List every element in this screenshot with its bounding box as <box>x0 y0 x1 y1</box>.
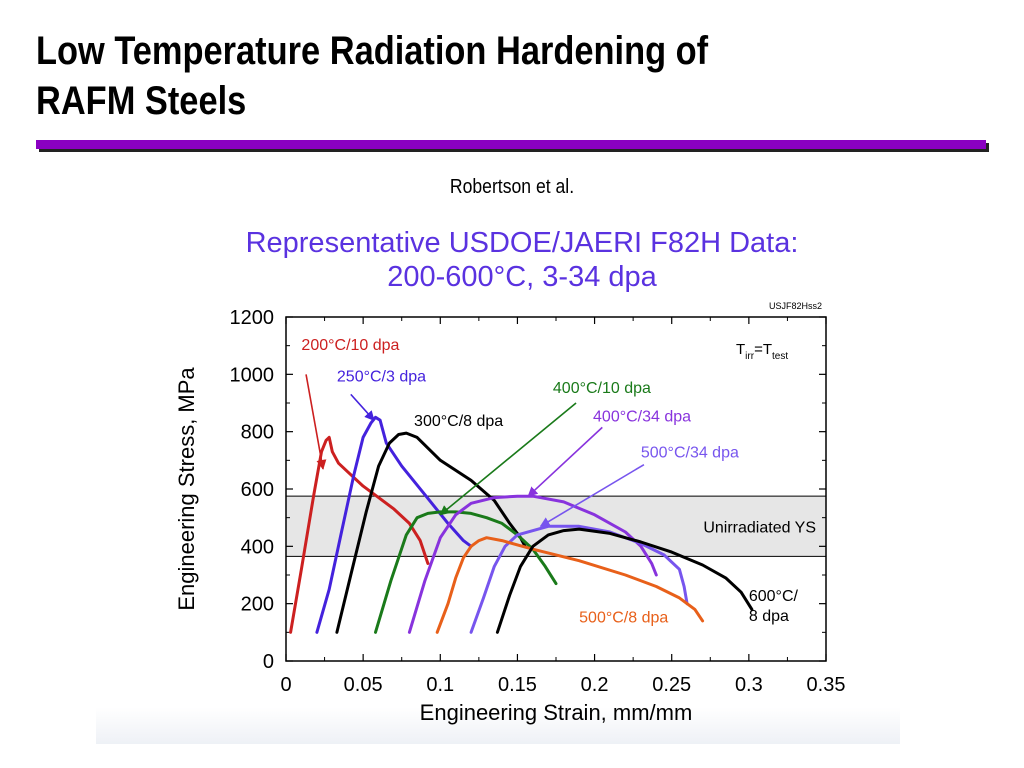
annotation-arrow <box>305 374 327 470</box>
series-line-4 <box>374 510 558 634</box>
series-label: 500°C/34 dpa <box>641 444 739 461</box>
test-condition-mid: =T <box>754 341 772 358</box>
plot-area: Unirradiated YS 0 0.05 0.1 0.15 0.2 0.25 0.3 0.3… <box>174 301 845 725</box>
y-tick-label: 200 <box>241 594 274 616</box>
y-axis-label: Engineering Stress, MPa <box>174 367 199 611</box>
series-label-line: 200°C/10 dpa <box>301 337 399 354</box>
source-credit: Robertson et al. <box>449 176 575 198</box>
x-axis-label: Engineering Strain, mm/mm <box>420 700 693 725</box>
series-label: 250°C/3 dpa <box>337 369 426 386</box>
annotation-arrow <box>439 402 577 516</box>
x-tick-label: 0 <box>280 674 291 696</box>
x-tick-label: 0.1 <box>426 674 454 696</box>
series-label: 200°C/10 dpa <box>301 337 399 354</box>
series-label-line: 500°C/34 dpa <box>641 444 739 461</box>
series-label-multiline: 600°C/8 dpa <box>749 588 799 625</box>
slide-title: Low Temperature Radiation Hardening of R… <box>36 26 862 126</box>
chart-subtitle: 200-600°C, 3-34 dpa <box>387 261 657 293</box>
stress-strain-chart: Representative USDOE/JAERI F82H Data: 20… <box>174 227 845 725</box>
test-condition-sub2: test <box>772 351 788 362</box>
series-label-line: 8 dpa <box>749 608 789 625</box>
x-tick-label: 0.25 <box>652 674 691 696</box>
annotation-arrow <box>527 426 603 497</box>
test-condition-sub1: irr <box>745 351 755 362</box>
series-line-3 <box>335 431 527 634</box>
series-label: 300°C/8 dpa <box>414 413 503 430</box>
title-underline <box>36 140 989 152</box>
chart-title: Representative USDOE/JAERI F82H Data: <box>246 227 799 259</box>
series-line-2 <box>315 415 473 634</box>
series-label-line: 400°C/10 dpa <box>553 380 651 397</box>
x-tick-label: 0.35 <box>807 674 846 696</box>
series-line-6 <box>469 524 689 634</box>
x-tick-label: 0.05 <box>344 674 383 696</box>
series-line-1 <box>289 435 430 634</box>
series-label: 500°C/8 dpa <box>579 609 668 626</box>
title-underline-bar <box>36 140 986 149</box>
annotation-arrow <box>539 463 645 527</box>
slide-title-line-1: Low Temperature Radiation Hardening of <box>36 29 709 73</box>
series-label: 400°C/10 dpa <box>553 380 651 397</box>
y-tick-label: 800 <box>241 422 274 444</box>
x-tick-label: 0.3 <box>735 674 763 696</box>
series-label-line: 600°C/ <box>749 588 799 605</box>
y-tick-label: 600 <box>241 479 274 501</box>
slide-title-line-2: RAFM Steels <box>36 79 247 123</box>
y-tick-label: 1200 <box>230 307 275 329</box>
y-tick-label: 0 <box>263 651 274 673</box>
band-label: Unirradiated YS <box>703 519 816 536</box>
x-tick-label: 0.2 <box>581 674 609 696</box>
y-tick-label: 400 <box>241 536 274 558</box>
series-label-line: 400°C/34 dpa <box>593 409 691 426</box>
test-condition-base: T <box>736 341 745 358</box>
series-label-line: 500°C/8 dpa <box>579 609 668 626</box>
annotation-arrow <box>350 393 375 421</box>
test-condition-note: Tirr=Ttest <box>736 341 788 362</box>
series-line-8 <box>495 527 754 634</box>
series-label: 400°C/34 dpa <box>593 409 691 426</box>
series-label-line: 250°C/3 dpa <box>337 369 426 386</box>
chart-figure: Representative USDOE/JAERI F82H Data: 20… <box>96 222 900 744</box>
x-tick-label: 0.15 <box>498 674 537 696</box>
series-line-7 <box>435 536 705 634</box>
figure-id: USJF82Hss2 <box>769 301 822 311</box>
y-tick-label: 1000 <box>230 364 275 386</box>
series-label-line: 300°C/8 dpa <box>414 413 503 430</box>
